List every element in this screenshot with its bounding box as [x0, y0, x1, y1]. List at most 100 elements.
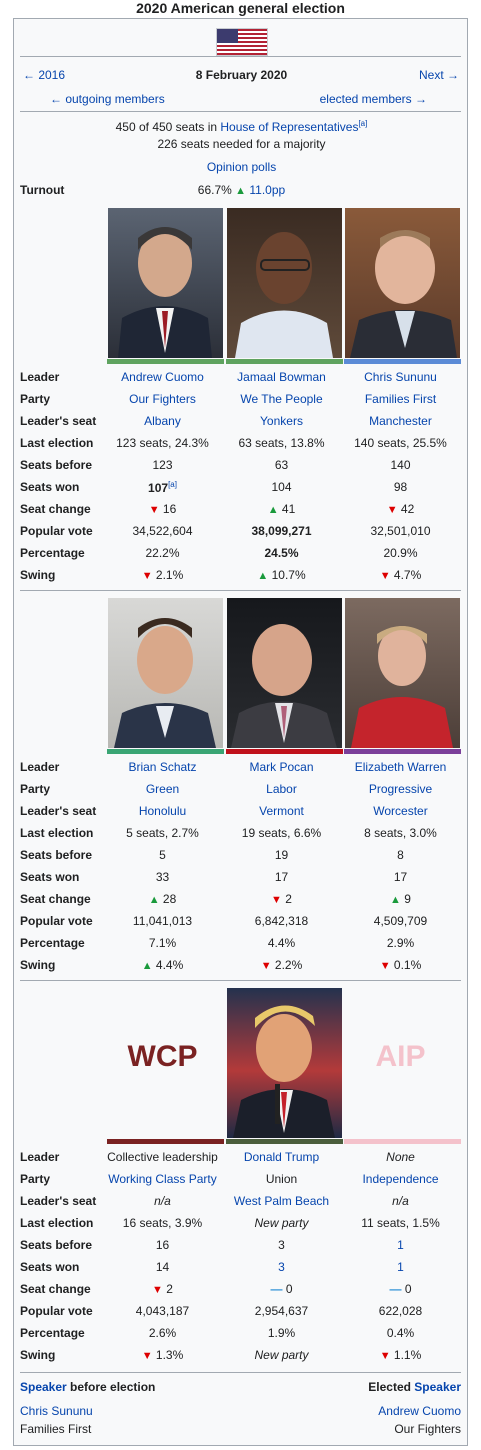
previous-speaker-party: Families First — [20, 1422, 92, 1436]
house-of-representatives-link[interactable]: House of Representatives — [220, 120, 359, 134]
seats-before-label: Seats before — [20, 1238, 93, 1252]
swing-value: New party — [254, 1348, 309, 1362]
popular-vote-value: 622,028 — [378, 1304, 423, 1318]
increase-arrow-icon: ▲ — [390, 894, 401, 906]
previous-speaker-link[interactable]: Chris Sununu — [20, 1404, 93, 1418]
leader-link[interactable]: Donald Trump — [243, 1150, 320, 1164]
seats-footnote[interactable]: [a] — [358, 119, 368, 128]
popular-vote-label: Popular vote — [20, 1304, 93, 1318]
party-color-bar — [226, 749, 343, 754]
seat-link[interactable]: Manchester — [369, 414, 432, 428]
seat-link[interactable]: Albany — [144, 414, 181, 428]
popular-vote-value: 32,501,010 — [370, 524, 431, 538]
seat-link[interactable]: Worcester — [373, 804, 428, 818]
chris-sununu-photo[interactable] — [345, 208, 460, 358]
speaker-link[interactable]: Speaker — [414, 1380, 461, 1394]
party-link[interactable]: Independence — [362, 1172, 439, 1186]
leader-link[interactable]: Andrew Cuomo — [121, 370, 204, 384]
turnout-value: 66.7% ▲ 11.0pp — [197, 183, 286, 197]
leader-link[interactable]: Mark Pocan — [249, 760, 314, 774]
seats-before-label: Seats before — [20, 458, 93, 472]
seats-won-footnote[interactable]: [a] — [168, 480, 177, 489]
seats-won-link[interactable]: 3 — [278, 1260, 285, 1274]
seat-change-label: Seat change — [20, 502, 91, 516]
seats-before-value: 63 — [274, 458, 289, 472]
increase-arrow-icon: ▲ — [257, 570, 269, 582]
seat-change-label: Seat change — [20, 1282, 91, 1296]
swing-value: ▼ 1.3% — [141, 1348, 184, 1362]
party-link[interactable]: We The People — [240, 392, 323, 406]
seat-link[interactable]: West Palm Beach — [233, 1194, 330, 1208]
decrease-arrow-icon: ▼ — [379, 1350, 391, 1362]
party-link[interactable]: Labor — [266, 782, 297, 796]
opinion-polls-link[interactable]: Opinion polls — [206, 160, 277, 174]
wcp-logo[interactable]: WCP — [127, 1040, 198, 1073]
andrew-cuomo-photo[interactable] — [108, 208, 223, 358]
seat-change-label: Seat change — [20, 892, 91, 906]
leader-link[interactable]: Elizabeth Warren — [354, 760, 447, 774]
elected-speaker-link[interactable]: Andrew Cuomo — [378, 1404, 461, 1418]
last-election-value: 5 seats, 2.7% — [126, 826, 199, 840]
swing-value: ▼ 2.1% — [141, 568, 184, 582]
decrease-arrow-icon: ▼ — [152, 1284, 163, 1296]
seat-change-value: — 0 — [389, 1282, 412, 1296]
last-election-value: 16 seats, 3.9% — [122, 1216, 203, 1230]
speaker-link[interactable]: Speaker — [20, 1380, 67, 1394]
seat-link[interactable]: Honolulu — [138, 804, 187, 818]
party-link[interactable]: Green — [145, 782, 180, 796]
seat-change-value: ▼ 2 — [271, 892, 292, 906]
leader-link[interactable]: Jamaal Bowman — [237, 370, 326, 384]
elected-members-link[interactable]: elected members → — [319, 92, 427, 106]
last-election-value: 123 seats, 24.3% — [116, 436, 209, 450]
divider — [20, 980, 461, 981]
donald-trump-photo[interactable] — [227, 988, 342, 1138]
leaders-seat-label: Leader's seat — [20, 1194, 97, 1208]
party-link[interactable]: Progressive — [368, 782, 433, 796]
seats-before-value: 140 — [390, 458, 411, 472]
decrease-arrow-icon: ▼ — [141, 570, 153, 582]
elizabeth-warren-photo[interactable] — [345, 598, 460, 748]
seat-change-value: ▼ 2 — [152, 1282, 173, 1296]
seat-change-value: ▲ 28 — [148, 892, 177, 906]
divider — [20, 111, 461, 112]
us-flag-icon[interactable] — [216, 28, 268, 56]
previous-election-link[interactable]: ← 2016 — [23, 68, 66, 82]
leader-link[interactable]: Chris Sununu — [364, 370, 437, 384]
speaker-before-heading: Speaker before election — [20, 1380, 156, 1394]
percentage-value: 0.4% — [386, 1326, 415, 1340]
seat-link[interactable]: Vermont — [259, 804, 304, 818]
leader-link[interactable]: Brian Schatz — [128, 760, 197, 774]
seats-before-link[interactable]: 1 — [397, 1238, 404, 1252]
party-link[interactable]: Working Class Party — [108, 1172, 217, 1186]
party-link[interactable]: Our Fighters — [129, 392, 196, 406]
party-link[interactable]: Families First — [364, 392, 437, 406]
increase-arrow-icon: ▲ — [141, 960, 153, 972]
divider — [20, 56, 461, 57]
brian-schatz-photo[interactable] — [108, 598, 223, 748]
increase-arrow-icon: ▲ — [267, 504, 279, 516]
percentage-value: 7.1% — [148, 936, 177, 950]
seat-link[interactable]: Yonkers — [260, 414, 303, 428]
party-label: Party — [20, 1172, 51, 1186]
leader-label: Leader — [20, 1150, 60, 1164]
percentage-value: 22.2% — [145, 546, 180, 560]
outgoing-members-link[interactable]: ← outgoing members — [50, 92, 165, 106]
seats-won-label: Seats won — [20, 870, 80, 884]
party-label: Party — [20, 782, 51, 796]
party-color-bar — [107, 749, 224, 754]
popular-vote-value: 2,954,637 — [254, 1304, 309, 1318]
swing-value: ▲ 10.7% — [257, 568, 306, 582]
mark-pocan-photo[interactable] — [227, 598, 342, 748]
jamaal-bowman-photo[interactable] — [227, 208, 342, 358]
aip-logo[interactable]: AIP — [375, 1040, 426, 1073]
party-color-bar — [107, 359, 224, 364]
percentage-label: Percentage — [20, 936, 85, 950]
seats-won-link[interactable]: 1 — [397, 1260, 404, 1274]
elected-speaker-party: Our Fighters — [394, 1422, 461, 1436]
leaders-seat-label: Leader's seat — [20, 414, 97, 428]
no-change-dash-icon: — — [270, 1282, 283, 1296]
seats-before-value: 8 — [397, 848, 404, 862]
next-election-link[interactable]: Next → — [418, 68, 459, 82]
percentage-value: 24.5% — [264, 546, 299, 560]
decrease-arrow-icon: ▼ — [141, 1350, 153, 1362]
